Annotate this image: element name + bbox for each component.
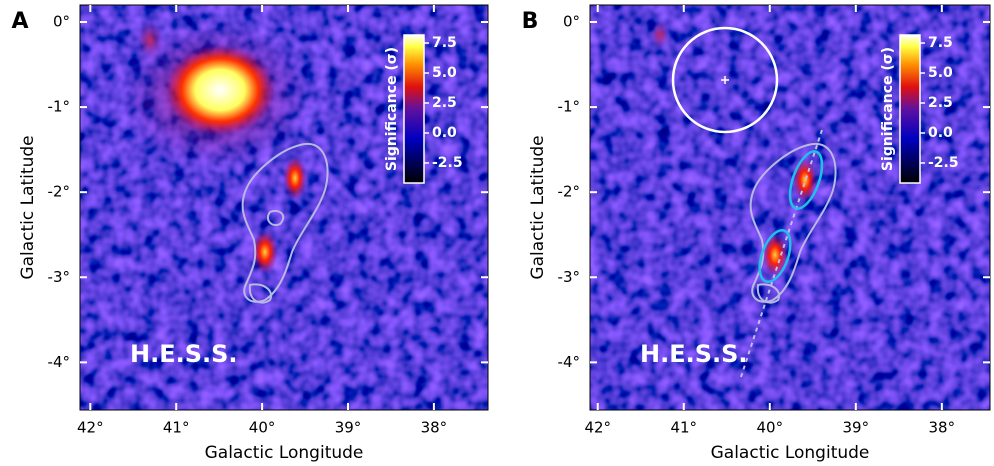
colorbar [403, 34, 425, 184]
x-tick-label: 39° [843, 419, 870, 437]
emission [793, 158, 817, 202]
emission [165, 45, 275, 135]
colorbar-tick-label: 5.0 [432, 65, 457, 81]
colorbar-tick-label: 2.5 [928, 95, 953, 111]
colorbar-label: Significance (σ) [384, 47, 400, 171]
y-axis-label: Galactic Latitude [528, 135, 548, 279]
x-tick-label: 39° [335, 419, 362, 437]
y-tick-label: -1° [48, 98, 70, 116]
y-tick-label: 0° [563, 13, 580, 31]
region-circle [671, 26, 779, 134]
contour [266, 210, 285, 226]
x-tick-label: 40° [756, 419, 783, 437]
y-tick-label: -2° [48, 183, 70, 201]
colorbar [899, 34, 921, 184]
frame [589, 4, 991, 411]
colorbar-tick-label: 0.0 [432, 125, 457, 141]
emission [762, 233, 788, 277]
x-axis-label: Galactic Longitude [711, 443, 870, 463]
y-tick-label: -2° [558, 183, 580, 201]
y-tick-label: -1° [558, 98, 580, 116]
contour [248, 283, 273, 304]
x-tick-label: 38° [929, 419, 956, 437]
x-tick-label: 40° [249, 419, 276, 437]
annotation: H.E.S.S. [640, 340, 748, 368]
colorbar-label: Significance (σ) [880, 47, 896, 171]
x-tick-label: 41° [670, 419, 697, 437]
y-tick-label: -3° [558, 268, 580, 286]
colorbar-tick-label: 7.5 [432, 35, 457, 51]
colorbar-tick-label: 2.5 [432, 95, 457, 111]
contour [241, 142, 329, 303]
panel-label: B [522, 9, 539, 34]
colorbar-tick-label: -2.5 [928, 155, 959, 171]
ellipse [758, 228, 792, 284]
x-tick-label: 41° [163, 419, 190, 437]
frame [79, 4, 489, 411]
contours [749, 142, 837, 304]
emission [252, 230, 278, 274]
colorbar-tick-label: 0.0 [928, 125, 953, 141]
y-tick-label: -3° [48, 268, 70, 286]
y-tick-label: -4° [558, 353, 580, 371]
contours [241, 142, 329, 304]
axis-line [739, 129, 823, 381]
contour [749, 142, 837, 303]
panel-label: A [11, 9, 28, 34]
colorbar-tick-label: -2.5 [432, 155, 463, 171]
x-axis-label: Galactic Longitude [205, 443, 364, 463]
colorbar-tick-label: 5.0 [928, 65, 953, 81]
emission [136, 20, 164, 60]
ellipse [788, 150, 824, 210]
colorbar-tick-label: 7.5 [928, 35, 953, 51]
x-tick-label: 42° [77, 419, 104, 437]
annotation: H.E.S.S. [130, 340, 238, 368]
x-tick-label: 38° [421, 419, 448, 437]
emission [283, 156, 307, 200]
y-tick-label: 0° [53, 13, 70, 31]
emission [650, 21, 670, 49]
contour [756, 283, 781, 304]
y-tick-label: -4° [48, 353, 70, 371]
x-tick-label: 42° [584, 419, 611, 437]
marker [721, 76, 729, 84]
y-axis-label: Galactic Latitude [18, 135, 38, 279]
